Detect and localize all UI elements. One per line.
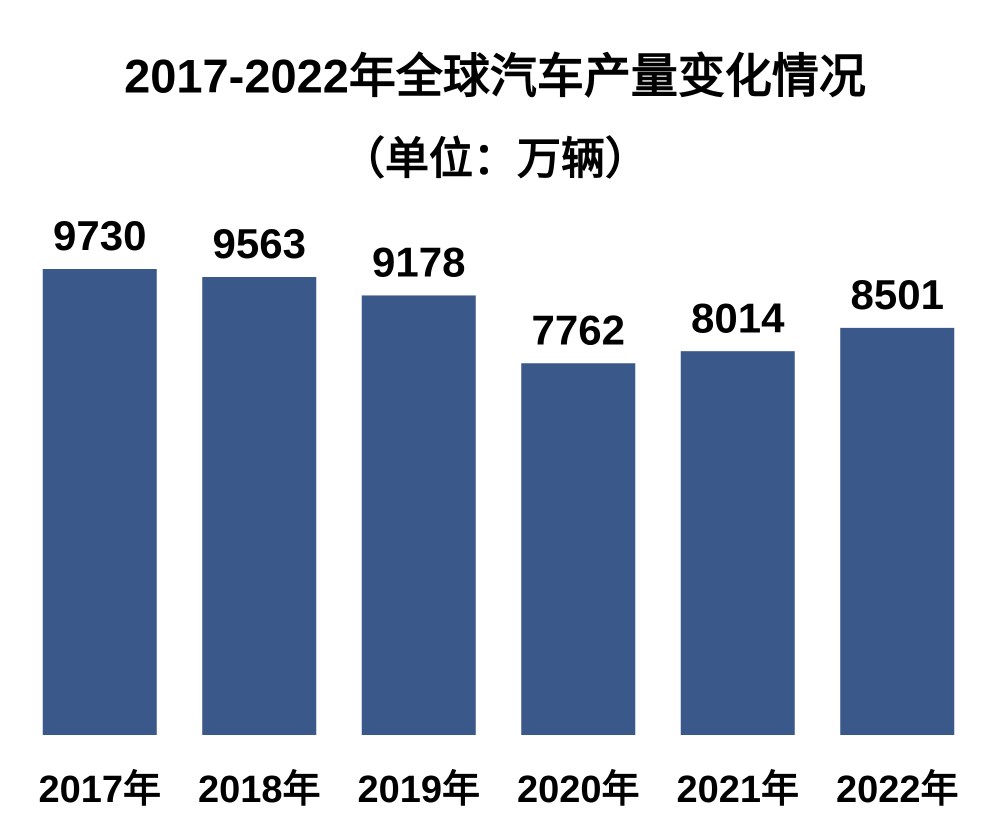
x-tick-label: 2022年 [836,769,959,811]
chart-subtitle: （单位：万辆） [341,135,649,184]
bar [42,269,157,735]
x-tick-label: 2019年 [357,769,480,811]
bar [680,351,795,735]
value-label: 8014 [691,294,785,341]
x-tick-label: 2018年 [198,769,321,811]
value-label: 8501 [851,271,944,318]
x-tick-label: 2021年 [676,769,799,811]
bar [521,363,636,735]
bar [361,295,476,735]
bar [840,327,955,735]
bar [202,276,317,735]
chart-title: 2017-2022年全球汽车产量变化情况 [124,49,866,102]
value-label: 9178 [372,239,465,286]
value-label: 9563 [213,220,306,267]
value-label: 7762 [532,306,625,353]
x-tick-label: 2017年 [38,769,161,811]
x-tick-label: 2020年 [517,769,640,811]
value-label: 9730 [53,212,146,259]
